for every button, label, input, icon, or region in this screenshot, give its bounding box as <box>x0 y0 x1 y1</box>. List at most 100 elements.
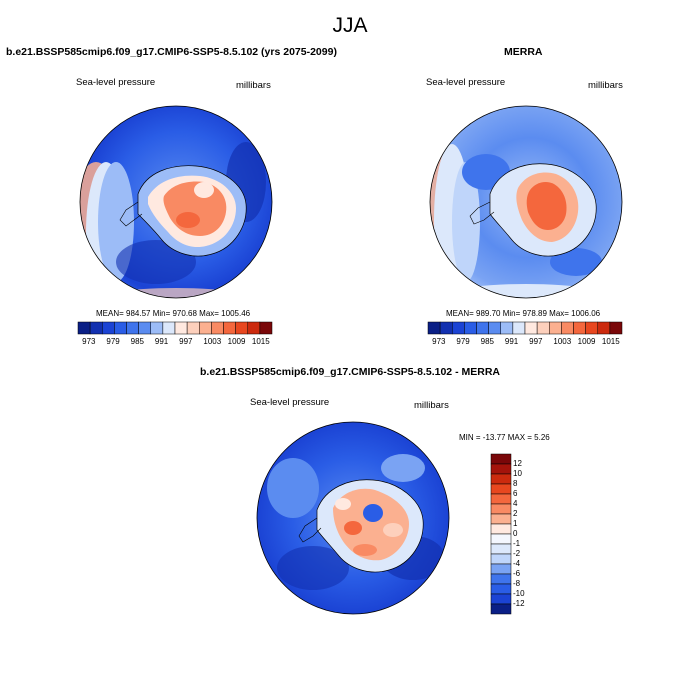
colorbar-tick-label: 985 <box>480 337 494 346</box>
colorbar-tick-label: 1015 <box>251 337 270 346</box>
colorbar-box <box>247 321 261 335</box>
colorbar-tick-label: 4 <box>513 499 518 508</box>
panel-1-title: b.e21.BSSP585cmip6.f09_g17.CMIP6-SSP5-8.… <box>6 46 337 58</box>
panel-3-colorbar <box>490 453 512 615</box>
panel-2-colorbar <box>427 321 623 335</box>
colorbar-tick-label: 991 <box>504 337 519 346</box>
colorbar-box <box>490 453 512 465</box>
panel-3-map <box>256 421 450 615</box>
colorbar-box <box>452 321 465 335</box>
colorbar-box <box>150 321 164 335</box>
colorbar-box <box>597 321 611 335</box>
colorbar-box <box>211 321 224 335</box>
panel-3-stats: MIN = -13.77 MAX = 5.26 <box>459 433 550 442</box>
colorbar-tick-label: 997 <box>179 337 193 346</box>
colorbar-tick-label: 6 <box>513 489 518 498</box>
colorbar-box <box>561 321 574 335</box>
panel-3-title: b.e21.BSSP585cmip6.f09_g17.CMIP6-SSP5-8.… <box>200 366 500 378</box>
colorbar-tick-label: -4 <box>513 559 521 568</box>
panel-1-colorbar-labels: 973 979 985 991 997 1003 1009 1015 <box>78 337 272 347</box>
colorbar-tick-label: 1015 <box>601 337 620 346</box>
colorbar-tick-label: -6 <box>513 569 521 578</box>
colorbar-tick-label: 1003 <box>553 337 572 346</box>
colorbar-tick-label: 991 <box>154 337 169 346</box>
colorbar-box <box>427 321 441 335</box>
colorbar-tick-label: -10 <box>513 589 525 598</box>
colorbar-box <box>490 473 512 485</box>
colorbar-box <box>573 321 586 335</box>
panel-2-title: MERRA <box>504 46 543 58</box>
colorbar-box <box>490 533 512 545</box>
colorbar-tick-label: -12 <box>513 599 525 608</box>
colorbar-box <box>490 503 512 515</box>
panel-2-stats: MEAN= 989.70 Min= 978.89 Max= 1006.06 <box>446 309 601 318</box>
colorbar-box <box>162 321 176 335</box>
panel-2-units: millibars <box>588 80 623 91</box>
colorbar-box <box>199 321 212 335</box>
colorbar-tick-label: 973 <box>432 337 446 346</box>
colorbar-box <box>490 523 512 535</box>
colorbar-box <box>223 321 236 335</box>
panel-3-variable: Sea-level pressure <box>250 397 330 408</box>
colorbar-box <box>585 321 598 335</box>
figure-title: JJA <box>332 14 368 37</box>
colorbar-tick-label: 1 <box>513 519 518 528</box>
colorbar-box <box>138 321 151 335</box>
panel-1-units: millibars <box>236 80 271 91</box>
panel-2-variable: Sea-level pressure <box>426 77 506 88</box>
colorbar-box <box>89 321 103 335</box>
colorbar-tick-label: 997 <box>529 337 543 346</box>
colorbar-tick-label: 979 <box>456 337 470 346</box>
colorbar-box <box>174 321 188 335</box>
colorbar-box <box>524 321 538 335</box>
colorbar-tick-label: -2 <box>513 549 521 558</box>
colorbar-box <box>490 513 512 525</box>
colorbar-box <box>490 583 512 595</box>
colorbar-box <box>114 321 127 335</box>
colorbar-box <box>186 321 200 335</box>
colorbar-tick-label: 979 <box>106 337 120 346</box>
panel-2-colorbar-labels: 973 979 985 991 997 1003 1009 1015 <box>428 337 622 347</box>
colorbar-box <box>536 321 550 335</box>
colorbar-box <box>488 321 501 335</box>
panel-1-colorbar <box>77 321 273 335</box>
colorbar-box <box>500 321 514 335</box>
panel-1-map <box>79 105 273 299</box>
colorbar-box <box>126 321 139 335</box>
colorbar-box <box>235 321 248 335</box>
colorbar-tick-label: 985 <box>130 337 144 346</box>
colorbar-box <box>102 321 115 335</box>
colorbar-tick-label: 1003 <box>203 337 222 346</box>
colorbar-box <box>490 483 512 495</box>
colorbar-box <box>490 543 512 555</box>
panel-1-variable: Sea-level pressure <box>76 77 156 88</box>
panel-3-colorbar-labels: 12 10 8 6 4 2 1 0 -1 -2 -4 -6 -8 -10 -12 <box>513 454 553 614</box>
panel-2-map <box>429 105 623 299</box>
colorbar-box <box>490 463 512 475</box>
colorbar-box <box>490 493 512 505</box>
colorbar-tick-label: -1 <box>513 539 521 548</box>
colorbar-box <box>512 321 526 335</box>
colorbar-tick-label: 8 <box>513 479 518 488</box>
colorbar-tick-label: 1009 <box>577 337 596 346</box>
colorbar-tick-label: 973 <box>82 337 96 346</box>
colorbar-box <box>490 573 512 585</box>
colorbar-box <box>490 603 512 615</box>
colorbar-box <box>476 321 489 335</box>
colorbar-tick-label: 10 <box>513 469 522 478</box>
panel-3-units: millibars <box>414 400 449 411</box>
colorbar-box <box>490 593 512 605</box>
colorbar-tick-label: 12 <box>513 459 522 468</box>
colorbar-box <box>259 321 273 335</box>
colorbar-box <box>549 321 562 335</box>
colorbar-box <box>464 321 477 335</box>
colorbar-box <box>439 321 453 335</box>
colorbar-box <box>490 563 512 575</box>
colorbar-tick-label: 2 <box>513 509 518 518</box>
colorbar-tick-label: 1009 <box>227 337 246 346</box>
colorbar-box <box>77 321 91 335</box>
panel-1-stats: MEAN= 984.57 Min= 970.68 Max= 1005.46 <box>96 309 251 318</box>
colorbar-tick-label: -8 <box>513 579 521 588</box>
colorbar-tick-label: 0 <box>513 529 518 538</box>
colorbar-box <box>609 321 623 335</box>
